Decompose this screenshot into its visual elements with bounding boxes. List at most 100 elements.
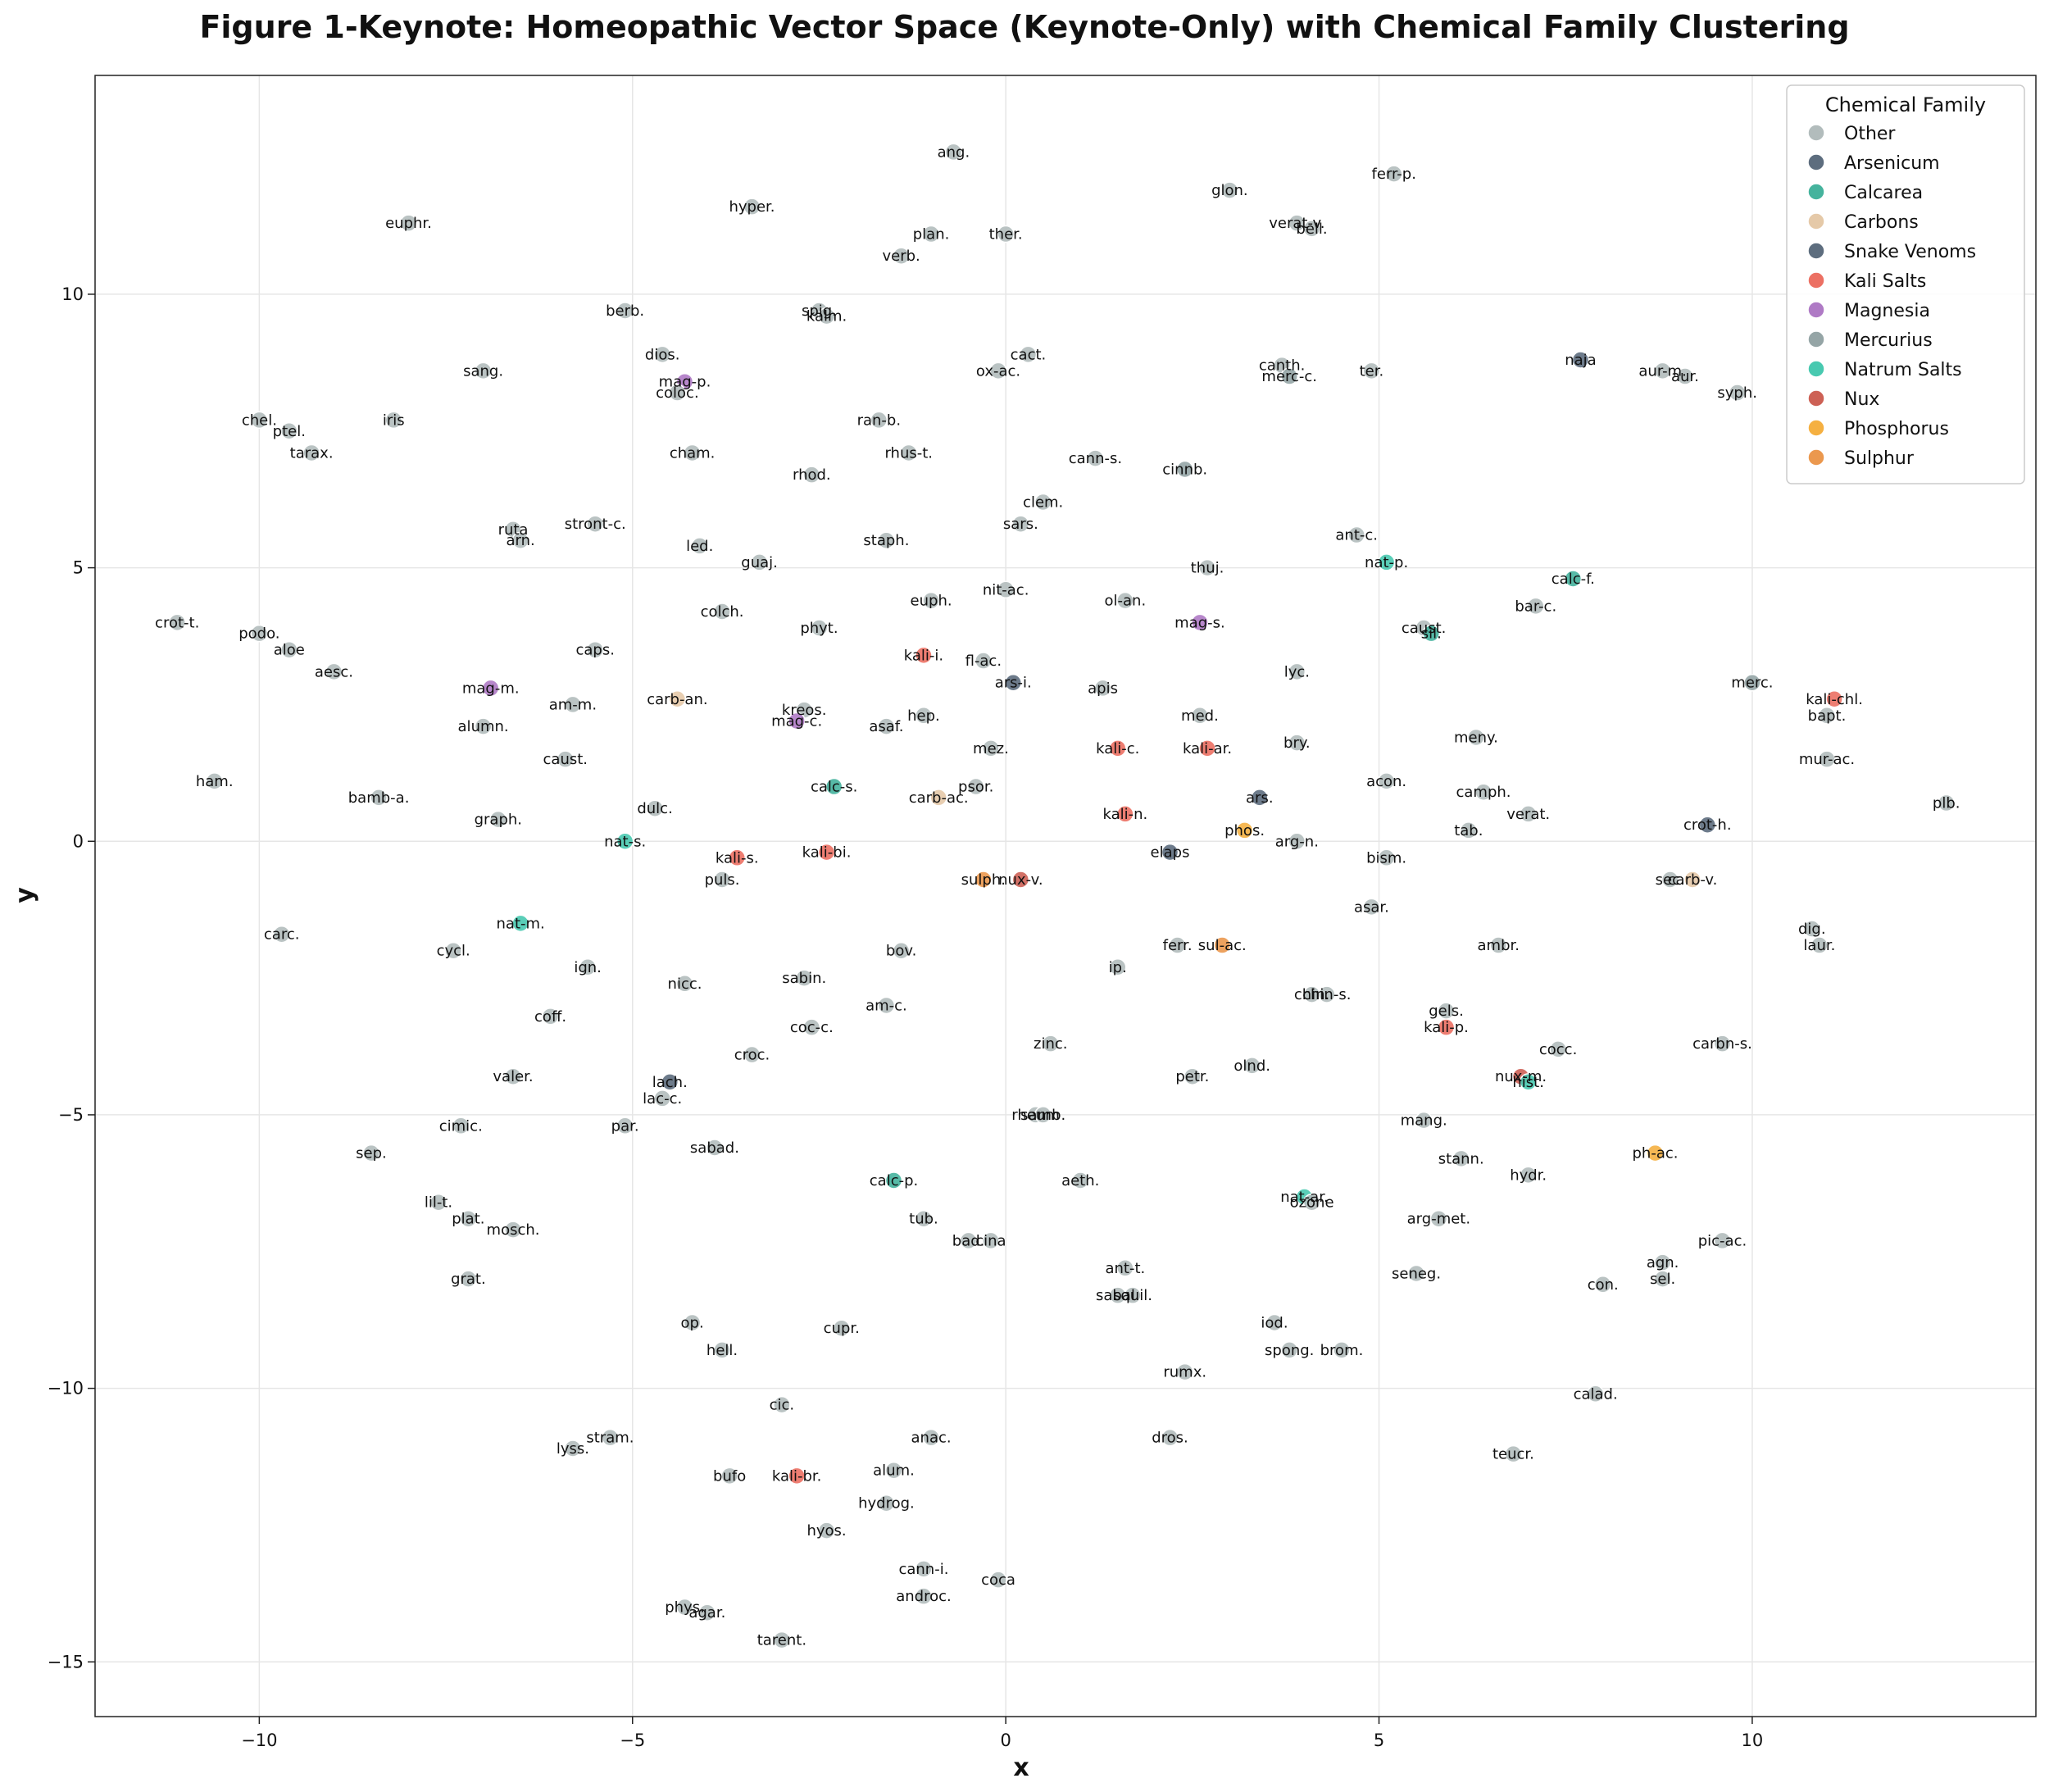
point-label: brom.	[1320, 1342, 1364, 1359]
point-label: ham.	[196, 773, 234, 790]
point-label: colch.	[701, 603, 744, 621]
data-point	[817, 843, 836, 862]
point-label: mosch.	[487, 1221, 540, 1239]
point-label: croc.	[734, 1047, 770, 1064]
data-point	[892, 247, 911, 265]
data-point	[1519, 805, 1538, 823]
point-label: apis	[1088, 680, 1118, 697]
data-point	[653, 345, 671, 364]
point-label: nux-m.	[1495, 1068, 1547, 1085]
point-label: led.	[686, 538, 713, 555]
data-point	[698, 1603, 716, 1621]
point-label: kalm.	[806, 308, 847, 325]
data-point	[1803, 920, 1821, 938]
point-label: merc.	[1731, 675, 1773, 692]
legend-marker	[1807, 124, 1825, 142]
point-label: iris	[383, 412, 405, 429]
data-point	[1116, 591, 1134, 610]
point-label: cinnb.	[1162, 461, 1207, 478]
data-point	[690, 537, 709, 555]
point-label: nat-m.	[497, 915, 545, 932]
data-point	[1429, 1209, 1448, 1228]
y-tick-label: 0	[73, 831, 84, 851]
data-point	[959, 1231, 978, 1250]
data-point	[683, 1313, 702, 1332]
data-point	[1527, 597, 1545, 616]
data-point	[1093, 679, 1112, 698]
y-tick-label: 10	[61, 284, 84, 304]
data-point	[1437, 1018, 1456, 1036]
point-label: euph.	[911, 593, 952, 610]
legend-label: Snake Venoms	[1844, 242, 1976, 262]
point-label: elaps	[1151, 844, 1190, 862]
data-point	[1191, 707, 1209, 725]
point-label: cocc.	[1539, 1041, 1577, 1058]
legend-box	[1786, 84, 2025, 484]
data-point	[1549, 1040, 1567, 1058]
point-label: ign.	[574, 959, 602, 976]
grid-lines	[95, 75, 2036, 1717]
data-point	[168, 613, 186, 632]
point-label: aeth.	[1061, 1172, 1099, 1189]
data-point	[877, 717, 896, 735]
data-point	[884, 1171, 903, 1189]
data-point	[788, 1467, 806, 1485]
data-point	[1504, 1444, 1523, 1463]
point-label: carb-v.	[1668, 871, 1718, 889]
data-point	[817, 307, 836, 325]
data-point	[459, 1270, 478, 1288]
data-point	[922, 225, 940, 243]
x-tick-label: 5	[1374, 1731, 1384, 1750]
data-point	[205, 772, 224, 790]
data-point	[1288, 662, 1306, 681]
data-point	[1220, 181, 1239, 199]
point-label: agar.	[688, 1604, 725, 1621]
point-label: sabad.	[690, 1139, 739, 1157]
data-point	[511, 531, 529, 549]
point-label: sabal.	[1096, 1287, 1140, 1304]
data-point	[1318, 985, 1336, 1003]
point-label: arg-met.	[1407, 1211, 1470, 1228]
data-point	[280, 422, 298, 440]
data-point	[713, 1341, 731, 1359]
point-label: con.	[1588, 1276, 1619, 1294]
data-point	[922, 591, 940, 610]
point-label: lyss.	[557, 1440, 589, 1458]
point-label: lac-c.	[643, 1090, 682, 1107]
data-point	[1175, 1362, 1194, 1381]
data-point	[675, 1598, 694, 1617]
data-point	[1109, 739, 1127, 757]
data-point	[997, 225, 1015, 243]
data-point	[1377, 772, 1396, 790]
point-label: lyc.	[1284, 663, 1310, 680]
y-axis-ticks: −15 −10 −5 0 5 10	[48, 284, 95, 1671]
data-point	[675, 975, 694, 993]
data-point	[280, 640, 298, 659]
data-point	[452, 1117, 470, 1135]
data-point	[586, 640, 604, 659]
point-label: bar-c.	[1515, 598, 1556, 615]
data-point	[1042, 1035, 1060, 1053]
point-label: hyper.	[729, 198, 775, 216]
data-point	[817, 1521, 836, 1540]
data-point	[877, 1494, 896, 1512]
data-point	[661, 1073, 679, 1091]
point-label: stann.	[1438, 1150, 1484, 1167]
point-label: clem.	[1023, 494, 1063, 512]
point-label: canth.	[1259, 357, 1306, 375]
data-point	[616, 1117, 634, 1135]
point-label: tarax.	[290, 444, 334, 462]
point-label: euphr.	[385, 215, 432, 232]
point-label: sec.	[1656, 871, 1685, 889]
point-label: nicc.	[668, 976, 702, 993]
point-label: calc-p.	[870, 1172, 918, 1189]
data-point	[459, 1209, 478, 1228]
point-label: verat.	[1506, 806, 1550, 823]
point-label: calc-f.	[1552, 571, 1595, 588]
data-point	[1646, 1144, 1665, 1162]
point-label: kali-s.	[716, 849, 759, 866]
data-point	[1288, 832, 1306, 851]
data-point	[474, 717, 493, 735]
point-label: hep.	[907, 707, 940, 725]
x-tick-label: 0	[1000, 1731, 1011, 1750]
